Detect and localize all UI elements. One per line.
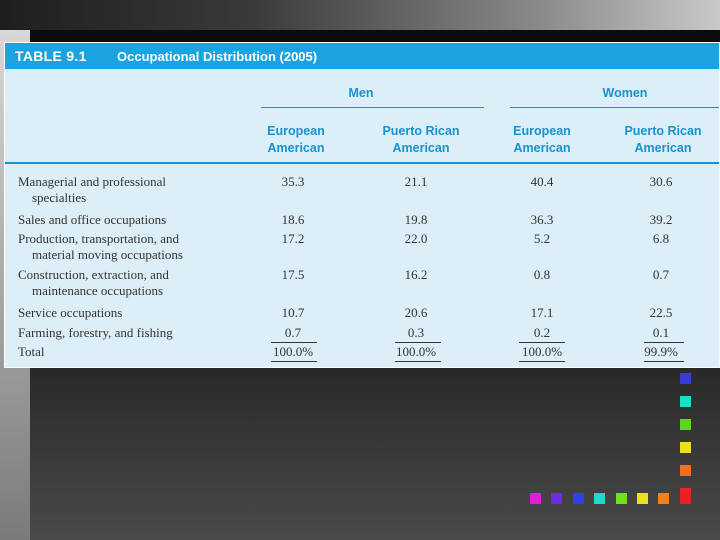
cell: 6.8 <box>652 231 670 246</box>
cell: 0.7 <box>284 325 302 340</box>
header-bottom-rule <box>5 162 719 164</box>
decor-square <box>637 493 651 507</box>
row-label-construction: Construction, extraction, and maintenance… <box>18 267 169 298</box>
cell: 22.5 <box>649 305 673 320</box>
row-label-sales: Sales and office occupations <box>18 212 167 227</box>
cell: 10.7 <box>281 305 305 320</box>
cell-total: 100.0% <box>395 344 437 359</box>
row-label-service: Service occupations <box>18 305 123 320</box>
col-header-women-european: European American <box>513 124 571 155</box>
col-header-women-puerto-rican: Puerto Rican American <box>624 124 702 155</box>
cell: 36.3 <box>530 212 554 227</box>
cell: 0.8 <box>533 267 551 282</box>
cell: 0.2 <box>533 325 551 340</box>
col-header-men-european: European American <box>267 124 325 155</box>
cell-total: 100.0% <box>521 344 563 359</box>
table-title-bar: TABLE 9.1 Occupational Distribution (200… <box>5 43 719 69</box>
total-rule <box>271 361 317 362</box>
group-header-men: Men <box>348 86 374 100</box>
decor-square <box>680 373 694 387</box>
cell-total: 100.0% <box>272 344 314 359</box>
cell: 19.8 <box>404 212 428 227</box>
cell: 17.1 <box>530 305 554 320</box>
sum-rule <box>271 342 317 343</box>
cell: 17.5 <box>281 267 305 282</box>
decor-square <box>680 396 694 410</box>
occupational-distribution-table: TABLE 9.1 Occupational Distribution (200… <box>4 42 720 368</box>
table-number: TABLE 9.1 <box>15 48 87 64</box>
decor-square <box>551 493 566 507</box>
sum-rule <box>395 342 441 343</box>
row-label-managerial: Managerial and professional specialties <box>18 174 167 205</box>
cell: 35.3 <box>281 174 305 189</box>
cell: 30.6 <box>649 174 673 189</box>
sum-rule <box>519 342 565 343</box>
cell: 0.3 <box>407 325 425 340</box>
decor-square <box>615 493 630 507</box>
decor-square <box>680 419 694 433</box>
decor-square <box>679 493 694 507</box>
cell: 22.0 <box>404 231 428 246</box>
cell: 0.1 <box>652 325 670 340</box>
decor-square <box>530 493 544 507</box>
women-group-rule <box>510 107 719 108</box>
cell: 0.7 <box>652 267 670 282</box>
total-rule <box>395 361 441 362</box>
row-label-total: Total <box>18 344 45 359</box>
table-title: Occupational Distribution (2005) <box>117 49 318 64</box>
decor-square <box>680 465 694 479</box>
total-rule <box>519 361 565 362</box>
row-label-farming: Farming, forestry, and fishing <box>18 325 173 340</box>
men-group-rule <box>261 107 484 108</box>
cell: 39.2 <box>649 212 673 227</box>
cell: 20.6 <box>404 305 428 320</box>
total-rule <box>644 361 684 362</box>
cell: 40.4 <box>530 174 554 189</box>
decor-square <box>572 493 587 507</box>
cell: 18.6 <box>281 212 305 227</box>
cell: 5.2 <box>533 231 551 246</box>
group-header-women: Women <box>602 86 648 100</box>
cell: 21.1 <box>404 174 428 189</box>
sum-rule <box>644 342 684 343</box>
cell-total: 99.9% <box>644 344 678 359</box>
col-header-men-puerto-rican: Puerto Rican American <box>382 124 460 155</box>
decor-square <box>658 493 673 507</box>
decor-square <box>594 493 609 507</box>
cell: 16.2 <box>404 267 428 282</box>
decor-square <box>680 442 694 456</box>
cell: 17.2 <box>281 231 305 246</box>
row-label-production: Production, transportation, and material … <box>18 231 183 262</box>
